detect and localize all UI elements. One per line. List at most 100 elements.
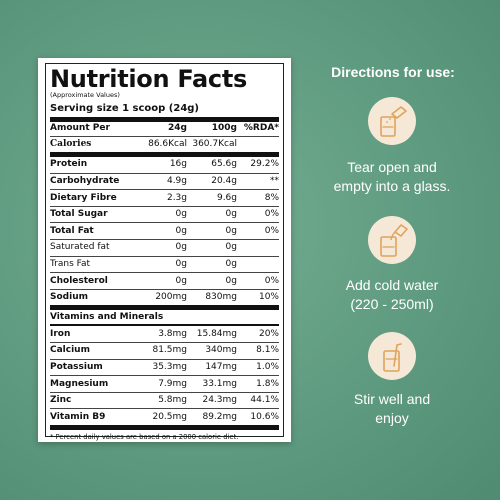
cell-name: Saturated fat xyxy=(50,242,110,253)
table-row: Magnesium 7.9mg 33.1mg 1.8% xyxy=(50,376,279,393)
step-2-text: Add cold water (220 - 250ml) xyxy=(322,276,462,314)
table-row: Calcium 81.5mg 340mg 8.1% xyxy=(50,343,279,360)
serving-size: Serving size 1 scoop (24g) xyxy=(50,102,199,114)
calories-row: Calories 86.6Kcal 360.7Kcal xyxy=(50,137,279,153)
cell-name: Carbohydrate xyxy=(50,175,120,186)
cell-name: Zinc xyxy=(50,395,72,406)
cell-a: 0g xyxy=(175,258,187,269)
table-row: Cholesterol 0g 0g 0% xyxy=(50,273,279,290)
cell-a: 16g xyxy=(169,159,187,170)
step-1-line2: empty into a glass. xyxy=(333,178,451,194)
pour-water-icon xyxy=(368,216,416,264)
cell-name: Cholesterol xyxy=(50,275,108,286)
cell-name: Total Fat xyxy=(50,225,94,236)
cell-a: 0g xyxy=(175,225,187,236)
table-row: Zinc 5.8mg 24.3mg 44.1% xyxy=(50,393,279,410)
cell-c: 1.0% xyxy=(256,361,279,372)
glass-straw-icon xyxy=(368,332,416,380)
nutrition-card: Nutrition Facts (Approximate Values) Ser… xyxy=(38,58,291,442)
cell-a: 200mg xyxy=(155,292,187,303)
label-approx-note: (Approximate Values) xyxy=(50,91,120,99)
cell-name: Potassium xyxy=(50,361,103,372)
cell-c: 20% xyxy=(258,328,279,339)
cell-name: Vitamin B9 xyxy=(50,411,106,422)
step-1-text: Tear open and empty into a glass. xyxy=(322,158,462,196)
cell-a: 3.8mg xyxy=(158,328,187,339)
calories-a: 86.6Kcal xyxy=(148,138,187,149)
cell-a: 0g xyxy=(175,242,187,253)
step-3-text: Stir well and enjoy xyxy=(322,390,462,428)
directions-title: Directions for use: xyxy=(331,64,455,80)
cell-b: 0g xyxy=(225,209,237,220)
cell-a: 2.3g xyxy=(166,192,187,203)
cell-c: 8.1% xyxy=(256,345,279,356)
cell-b: 65.6g xyxy=(211,159,237,170)
divider-medium xyxy=(50,324,279,327)
step-2-line1: Add cold water xyxy=(345,277,439,293)
cell-name: Total Sugar xyxy=(50,209,108,220)
cell-b: 20.4g xyxy=(211,175,237,186)
cell-a: 35.3mg xyxy=(152,361,187,372)
cell-a: 0g xyxy=(175,209,187,220)
cell-c: 8% xyxy=(264,192,279,203)
cell-b: 89.2mg xyxy=(202,411,237,422)
cell-a: 4.9g xyxy=(166,175,187,186)
table-row: Sodium 200mg 830mg 10% xyxy=(50,290,279,306)
cell-c: 0% xyxy=(264,209,279,220)
divider-thick xyxy=(50,152,279,158)
header-c: %RDA* xyxy=(243,123,279,133)
cell-b: 830mg xyxy=(205,292,237,303)
cell-a: 5.8mg xyxy=(158,395,187,406)
cell-c: ** xyxy=(270,175,279,186)
cell-b: 340mg xyxy=(205,345,237,356)
vitamins-title: Vitamins and Minerals xyxy=(50,310,279,324)
cell-b: 15.84mg xyxy=(196,328,237,339)
cell-b: 9.6g xyxy=(216,192,237,203)
vitamin-rows: Iron 3.8mg 15.84mg 20% Calcium 81.5mg 340mg 8.1… xyxy=(50,326,279,425)
cell-b: 147mg xyxy=(205,361,237,372)
divider-thick xyxy=(50,116,279,122)
calories-name: Calories xyxy=(50,138,92,149)
amount-header-row: Amount Per 24g 100g %RDA* xyxy=(50,122,279,137)
header-name: Amount Per xyxy=(50,123,110,133)
cell-b: 0g xyxy=(225,242,237,253)
table-row: Saturated fat 0g 0g xyxy=(50,240,279,257)
step-3-line1: Stir well and xyxy=(353,391,431,407)
cell-c: 44.1% xyxy=(250,395,279,406)
step-1-line1: Tear open and xyxy=(347,159,437,175)
step-2-line2: (220 - 250ml) xyxy=(350,296,434,312)
divider-thick xyxy=(50,305,279,311)
table-row: Iron 3.8mg 15.84mg 20% xyxy=(50,326,279,344)
cell-name: Calcium xyxy=(50,345,90,356)
table-row: Total Fat 0g 0g 0% xyxy=(50,223,279,241)
table-row: Trans Fat 0g 0g xyxy=(50,257,279,274)
header-a: 24g xyxy=(168,123,187,133)
cell-b: 0g xyxy=(225,258,237,269)
cell-c: 0% xyxy=(264,275,279,286)
label-title: Nutrition Facts xyxy=(50,65,248,93)
table-row: Vitamin B9 20.5mg 89.2mg 10.6% xyxy=(50,409,279,425)
cell-b: 0g xyxy=(225,225,237,236)
sachet-glass-icon xyxy=(368,97,416,145)
divider-thick xyxy=(50,425,279,430)
step-3-line2: enjoy xyxy=(375,410,409,426)
cell-name: Iron xyxy=(50,328,71,339)
cell-name: Dietary Fibre xyxy=(50,192,117,203)
nutrition-label: Nutrition Facts (Approximate Values) Ser… xyxy=(45,63,284,440)
table-row: Protein 16g 65.6g 29.2% xyxy=(50,157,279,174)
cell-name: Sodium xyxy=(50,292,88,303)
cell-name: Trans Fat xyxy=(50,258,91,269)
cell-name: Magnesium xyxy=(50,378,109,389)
cell-a: 20.5mg xyxy=(152,411,187,422)
table-row: Total Sugar 0g 0g 0% xyxy=(50,207,279,224)
cell-c: 10% xyxy=(258,292,279,303)
table-row: Potassium 35.3mg 147mg 1.0% xyxy=(50,360,279,377)
vitamins-title-text: Vitamins and Minerals xyxy=(50,311,164,322)
table-row: Dietary Fibre 2.3g 9.6g 8% xyxy=(50,190,279,207)
nutrient-rows: Protein 16g 65.6g 29.2% Carbohydrate 4.9g 20.4… xyxy=(50,157,279,305)
cell-c: 0% xyxy=(264,225,279,236)
cell-b: 24.3mg xyxy=(202,395,237,406)
cell-c: 1.8% xyxy=(256,378,279,389)
cell-a: 7.9mg xyxy=(158,378,187,389)
cell-name: Protein xyxy=(50,159,88,170)
